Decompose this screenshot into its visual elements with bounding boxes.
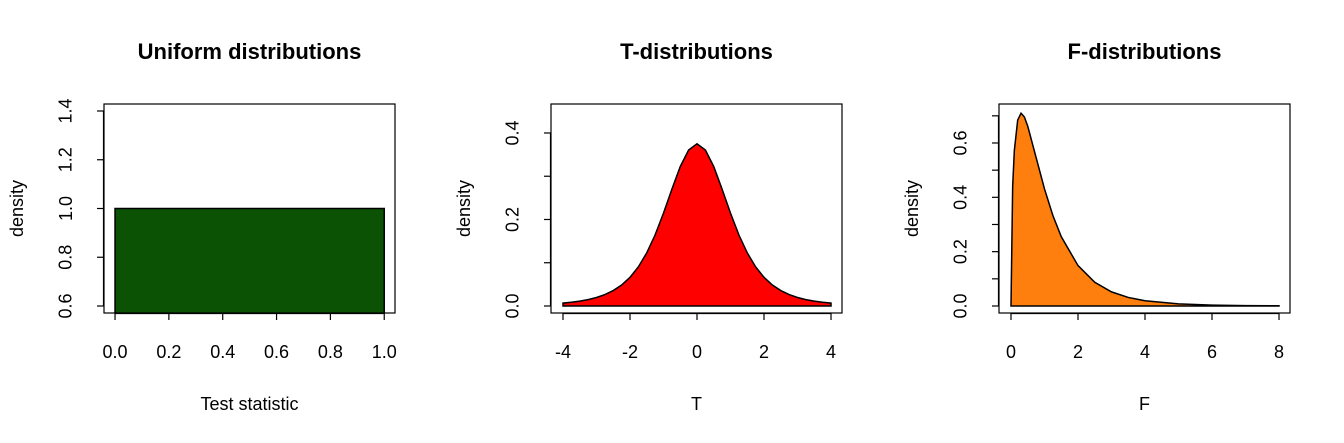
x-tick-label: 2	[759, 342, 769, 362]
x-axis-label: Test statistic	[200, 394, 298, 414]
x-tick-label: 6	[1207, 342, 1217, 362]
chart-title: Uniform distributions	[138, 39, 362, 64]
x-tick-label: 4	[826, 342, 836, 362]
y-tick-label: 0.2	[503, 207, 523, 232]
x-tick-label: 0	[1006, 342, 1016, 362]
y-tick-label: 1.4	[56, 98, 76, 123]
x-tick-label: 1.0	[372, 342, 397, 362]
x-tick-label: 0.0	[103, 342, 128, 362]
y-axis-label: density	[902, 180, 922, 237]
chart-title: F-distributions	[1068, 39, 1222, 64]
y-tick-label: 0.6	[56, 293, 76, 318]
y-tick-label: 1.0	[56, 196, 76, 221]
x-axis-label: T	[691, 394, 702, 414]
y-tick-label: 0.8	[56, 245, 76, 270]
y-tick-label: 0.0	[503, 293, 523, 318]
y-tick-label: 0.0	[951, 293, 971, 318]
plot-area	[114, 207, 385, 313]
y-tick-label: 1.2	[56, 147, 76, 172]
x-tick-label: 0.6	[264, 342, 289, 362]
x-tick-label: -4	[555, 342, 571, 362]
x-tick-label: 0.2	[156, 342, 181, 362]
x-tick-label: 2	[1073, 342, 1083, 362]
plot-area	[562, 142, 832, 307]
y-tick-label: 0.4	[951, 185, 971, 210]
x-tick-label: 0.8	[318, 342, 343, 362]
x-tick-label: -2	[622, 342, 638, 362]
x-tick-label: 0	[692, 342, 702, 362]
x-axis-label: F	[1139, 394, 1150, 414]
density-area	[114, 207, 385, 313]
y-tick-label: 0.4	[503, 120, 523, 145]
density-area	[562, 142, 832, 307]
y-tick-label: 0.6	[951, 130, 971, 155]
x-tick-label: 4	[1140, 342, 1150, 362]
y-tick-label: 0.2	[951, 239, 971, 264]
plot-area	[1010, 111, 1280, 307]
y-axis-label: density	[454, 180, 474, 237]
x-tick-label: 8	[1274, 342, 1284, 362]
density-area	[1010, 111, 1280, 307]
x-tick-label: 0.4	[210, 342, 235, 362]
y-axis-label: density	[7, 180, 27, 237]
chart-title: T-distributions	[620, 39, 773, 64]
